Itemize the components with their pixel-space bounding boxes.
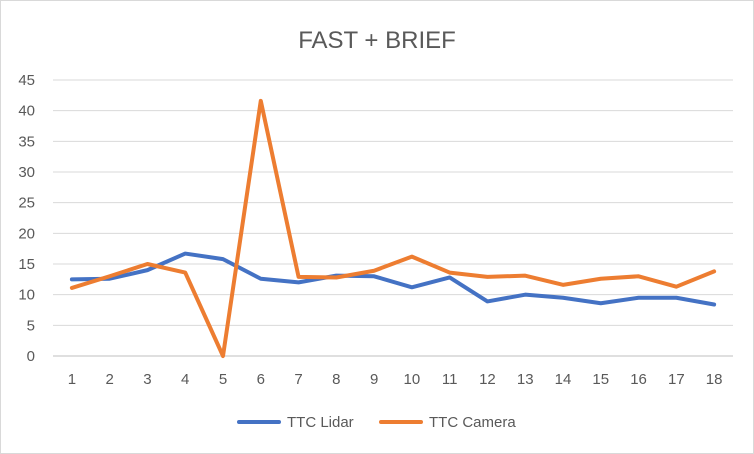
series-line-ttc-lidar [69,251,717,307]
y-axis-ticks: 0 5 10 15 20 25 30 35 40 45 [18,72,35,365]
x-axis-ticks: 1 2 3 4 5 6 7 8 9 10 11 12 13 14 15 16 17 18 [68,371,723,388]
x-tick-label: 16 [630,371,647,388]
x-tick-label: 9 [370,371,378,388]
y-tick-label: 20 [18,225,35,242]
x-tick-label: 13 [517,371,534,388]
x-tick-label: 10 [404,371,421,388]
legend-label: TTC Lidar [287,414,354,431]
x-tick-label: 12 [479,371,496,388]
x-tick-label: 17 [668,371,685,388]
y-tick-label: 10 [18,287,35,304]
y-tick-label: 0 [27,348,35,365]
x-tick-label: 2 [105,371,113,388]
x-tick-label: 15 [592,371,609,388]
x-tick-label: 7 [294,371,302,388]
x-tick-label: 1 [68,371,76,388]
legend: TTC Lidar TTC Camera [237,414,516,431]
chart-title: FAST + BRIEF [298,27,456,54]
x-tick-label: 6 [257,371,265,388]
y-tick-label: 40 [18,103,35,120]
x-tick-label: 3 [143,371,151,388]
y-tick-label: 30 [18,164,35,181]
y-tick-label: 35 [18,133,35,150]
gridlines [53,79,733,357]
x-tick-label: 14 [555,371,572,388]
y-tick-label: 5 [27,317,35,334]
legend-label: TTC Camera [429,414,516,431]
y-tick-label: 15 [18,256,35,273]
x-tick-label: 4 [181,371,189,388]
x-tick-label: 8 [332,371,340,388]
x-tick-label: 11 [442,371,458,388]
series-lines [69,98,717,358]
y-tick-label: 25 [18,195,35,212]
series-line-ttc-camera [69,98,717,358]
x-tick-label: 5 [219,371,227,388]
x-tick-label: 18 [706,371,723,388]
y-tick-label: 45 [18,72,35,89]
